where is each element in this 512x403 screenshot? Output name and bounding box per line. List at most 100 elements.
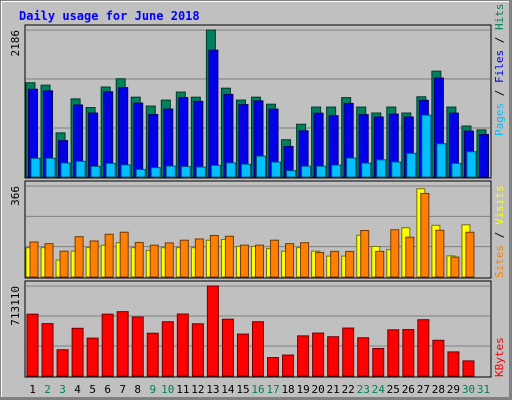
bar-kbytes-day-26 [402, 329, 415, 377]
bar-pages-day-28 [436, 143, 447, 178]
x-tick-label-day-24: 24 [372, 383, 386, 396]
bar-pages-day-25 [391, 161, 402, 178]
bar-files-day-8 [133, 102, 144, 178]
bar-pages-day-6 [105, 162, 116, 178]
bar-sites-day-26 [405, 236, 415, 278]
bar-pages-day-20 [316, 165, 327, 178]
bar-kbytes-day-13 [206, 285, 219, 377]
x-tick-label-day-5: 5 [89, 383, 96, 396]
bar-sites-day-5 [89, 240, 99, 278]
bar-sites-day-9 [149, 244, 159, 278]
bar-kbytes-day-19 [297, 335, 310, 377]
legend-entry: Hits [493, 4, 506, 31]
bar-sites-day-11 [179, 239, 189, 278]
bar-sites-day-3 [59, 250, 69, 278]
bar-pages-day-11 [180, 166, 191, 178]
bar-sites-day-6 [104, 233, 114, 278]
x-axis-labels: 1 2 3 4 5 6 7 8 9 10 11 12 13 14 15 16 17 18 19 20 21 22 23 24 2… [29, 383, 490, 396]
bar-kbytes-day-7 [116, 311, 129, 377]
x-tick-label-day-23: 23 [357, 383, 370, 396]
bar-pages-day-4 [75, 160, 86, 178]
x-tick-label-day-3: 3 [59, 383, 66, 396]
x-tick-label-day-4: 4 [74, 383, 81, 396]
legend-entry: Sites [493, 245, 506, 278]
bar-pages-day-9 [150, 167, 161, 178]
bar-kbytes-day-29 [447, 351, 460, 377]
bar-sites-day-18 [285, 243, 295, 278]
bar-pages-day-2 [45, 157, 56, 178]
y-axis-max-label: 2186 [9, 30, 22, 57]
bar-kbytes-day-21 [327, 336, 340, 377]
x-tick-label-day-12: 12 [191, 383, 204, 396]
bar-files-day-13 [208, 49, 219, 178]
bar-pages-day-16 [255, 155, 266, 178]
bar-kbytes-day-10 [161, 321, 174, 377]
x-tick-label-day-17: 17 [266, 383, 279, 396]
legend-bottom: KBytes [493, 337, 506, 377]
bar-pages-day-29 [451, 162, 462, 178]
bar-sites-day-10 [164, 242, 174, 278]
bar-kbytes-day-8 [131, 316, 144, 377]
bar-sites-day-20 [315, 251, 325, 278]
bar-pages-day-3 [60, 162, 71, 178]
bar-kbytes-day-27 [417, 319, 430, 377]
legend-entry: Files [493, 50, 506, 83]
bar-kbytes-day-18 [282, 354, 295, 377]
x-tick-label-day-16: 16 [251, 383, 264, 396]
bar-kbytes-day-12 [191, 323, 204, 377]
bar-pages-day-7 [120, 164, 131, 178]
bar-pages-day-13 [210, 164, 221, 178]
bar-sites-day-16 [254, 244, 264, 278]
bar-kbytes-day-24 [372, 347, 385, 377]
bar-sites-day-28 [435, 229, 445, 278]
bar-kbytes-day-6 [101, 313, 114, 377]
x-tick-label-day-6: 6 [104, 383, 111, 396]
bar-files-day-31 [478, 134, 489, 178]
bar-kbytes-day-11 [176, 313, 189, 377]
bar-kbytes-day-30 [462, 360, 475, 377]
bar-files-day-11 [178, 97, 189, 178]
bar-kbytes-day-25 [387, 329, 400, 377]
x-tick-label-day-7: 7 [119, 383, 126, 396]
bar-kbytes-day-9 [146, 332, 159, 377]
bar-pages-day-10 [165, 165, 176, 178]
bar-sites-day-7 [119, 231, 129, 278]
bar-kbytes-day-1 [26, 313, 39, 377]
bar-pages-day-12 [195, 166, 206, 178]
bar-sites-day-30 [465, 231, 475, 278]
bar-sites-day-17 [270, 239, 280, 278]
bar-sites-day-25 [390, 229, 400, 278]
x-tick-label-day-9: 9 [149, 383, 156, 396]
bar-kbytes-day-28 [432, 339, 445, 377]
bar-sites-day-2 [44, 243, 54, 278]
x-tick-label-day-2: 2 [44, 383, 51, 396]
bar-kbytes-day-23 [357, 337, 370, 377]
x-tick-label-day-15: 15 [236, 383, 249, 396]
x-tick-label-day-8: 8 [134, 383, 141, 396]
bar-pages-day-22 [346, 157, 357, 178]
legend-entry: Visits [493, 185, 506, 225]
legend-entry: / [493, 225, 506, 245]
bar-sites-day-21 [330, 250, 340, 278]
bar-pages-day-23 [361, 162, 372, 178]
bar-sites-day-23 [360, 230, 370, 278]
bar-files-day-7 [118, 87, 129, 178]
bar-kbytes-day-3 [56, 349, 69, 377]
x-tick-label-day-19: 19 [296, 383, 309, 396]
bar-pages-day-8 [135, 168, 146, 178]
legend-entry: / [493, 83, 506, 103]
x-tick-label-day-28: 28 [432, 383, 445, 396]
bar-kbytes-day-20 [312, 332, 325, 377]
bar-kbytes-day-15 [236, 333, 249, 377]
bar-pages-day-5 [90, 165, 101, 178]
bar-pages-day-26 [406, 152, 417, 178]
x-tick-label-day-10: 10 [161, 383, 174, 396]
x-tick-label-day-1: 1 [29, 383, 36, 396]
bar-files-day-12 [193, 100, 204, 178]
x-tick-label-day-22: 22 [342, 383, 355, 396]
bar-sites-day-19 [300, 242, 310, 278]
bar-sites-day-4 [74, 236, 84, 278]
bar-kbytes-day-16 [251, 321, 264, 377]
